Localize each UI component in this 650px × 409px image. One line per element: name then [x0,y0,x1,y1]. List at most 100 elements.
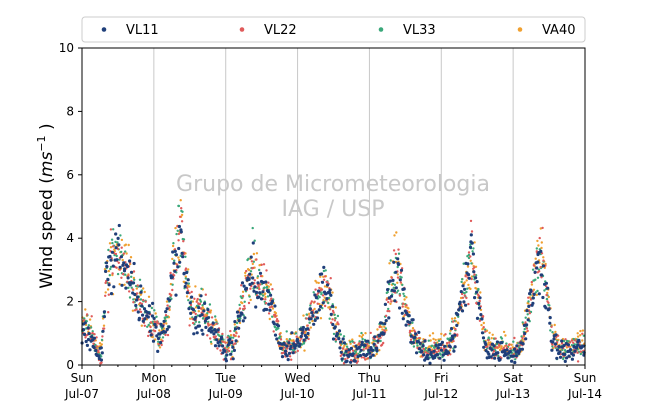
data-point [182,240,185,243]
data-point [285,344,289,348]
data-point [94,348,98,353]
data-point [506,356,510,360]
data-point [221,332,224,336]
data-point [562,357,565,361]
data-point [119,255,123,259]
data-point [535,247,538,250]
data-point [492,344,496,348]
data-point [447,351,451,355]
data-point [313,293,317,297]
data-point [188,301,192,305]
data-point [164,333,167,337]
data-point [264,295,267,299]
data-point [567,354,571,358]
data-point [114,232,118,236]
data-point [477,287,480,291]
data-point [401,283,404,287]
data-point [87,332,91,336]
data-point [539,249,543,253]
data-point [568,348,573,352]
data-point [251,276,255,280]
data-point [545,293,548,297]
data-point [139,284,143,288]
data-point [214,315,217,318]
data-point [174,293,178,297]
data-point [396,262,401,267]
data-point [510,359,514,363]
data-point [481,315,485,318]
data-point [175,263,179,266]
data-point [328,308,332,311]
data-point [199,307,203,310]
data-point [526,329,529,333]
data-point [127,286,130,289]
data-point [467,273,471,277]
data-point [513,336,516,340]
data-point [224,359,228,363]
data-point [287,341,291,345]
data-point [214,330,218,334]
data-point [398,294,402,297]
data-point [341,347,345,350]
data-point [221,344,225,348]
data-point [270,305,273,308]
data-point [474,276,478,280]
data-point [328,288,332,292]
data-point [130,286,133,289]
data-point [218,334,221,338]
data-point [104,269,108,273]
data-point [150,306,154,310]
data-point [349,360,353,364]
data-point [398,278,402,282]
data-point [251,226,254,230]
data-point [332,332,336,336]
data-point [383,322,387,326]
data-point [208,303,212,306]
data-point [337,323,340,326]
data-point [293,346,297,350]
data-point [177,246,181,251]
data-point [105,264,109,269]
data-point [141,317,144,320]
data-point [521,321,524,324]
data-point [467,283,470,287]
data-point [209,337,212,340]
y-tick-label: 4 [66,231,74,245]
data-point [135,308,138,311]
data-point [564,351,567,354]
data-point [577,338,581,342]
data-point [467,276,471,280]
data-point [238,307,242,310]
data-point [538,236,541,240]
data-point [195,300,198,303]
data-point [542,256,545,259]
data-point [253,239,256,242]
x-tick-label-day: Sun [71,371,94,385]
data-point [197,324,201,328]
data-point [237,335,240,338]
data-point [279,346,283,350]
data-point [353,359,357,363]
data-point [450,334,454,338]
data-point [526,318,530,322]
data-point [109,267,112,271]
data-point [309,317,313,321]
data-point [317,289,321,293]
data-point [123,283,126,286]
data-point [124,243,128,246]
data-point [295,337,299,341]
data-point [286,358,290,362]
data-point [479,291,482,294]
data-point [292,342,296,346]
y-tick-label: 6 [66,168,74,182]
data-point [535,266,539,270]
data-point [316,302,319,305]
data-point [448,341,451,344]
data-point [179,230,183,234]
data-point [112,228,115,231]
data-point [128,259,132,263]
data-point [128,296,132,299]
data-point [267,285,270,288]
data-point [480,331,485,335]
